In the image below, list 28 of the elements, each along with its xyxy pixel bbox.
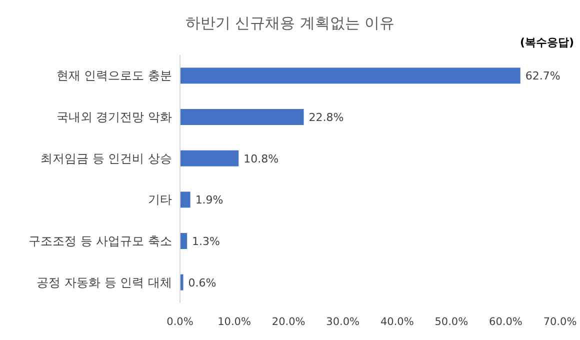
data-label: 0.6% [188, 276, 216, 290]
data-label: 1.9% [195, 194, 224, 207]
x-tick-label: 50.0% [434, 316, 468, 328]
x-tick-label: 60.0% [489, 316, 522, 328]
bar [180, 233, 188, 249]
x-tick-label: 0.0% [166, 316, 194, 328]
bar [180, 109, 304, 125]
data-label: 22.8% [308, 111, 344, 124]
y-tick-label: 기타 [148, 192, 172, 207]
chart-title: 하반기 신규채용 계획없는 이유 [185, 14, 395, 32]
y-tick-label: 국내외 경기전망 악화 [56, 110, 172, 124]
x-tick-label: 10.0% [218, 316, 251, 328]
bar [180, 150, 239, 166]
y-tick-label: 현재 인력으로도 충분 [56, 68, 172, 83]
data-label: 1.3% [192, 235, 220, 248]
x-tick-label: 40.0% [380, 316, 414, 328]
x-tick-label: 70.0% [543, 316, 577, 328]
data-label: 10.8% [244, 152, 279, 166]
data-label: 62.7% [525, 70, 560, 83]
bar [180, 192, 190, 208]
text: (복수응답) [520, 36, 574, 49]
x-tick-label: 20.0% [272, 316, 306, 328]
bar [180, 274, 184, 290]
y-tick-label: 구조조정 등 사업규모 축소 [28, 234, 172, 248]
bar [180, 68, 520, 84]
y-tick-label: 공정 자동화 등 인력 대체 [36, 275, 172, 290]
y-tick-label: 최저임금 등 인건비 상승 [40, 151, 172, 166]
x-tick-label: 30.0% [326, 316, 360, 328]
